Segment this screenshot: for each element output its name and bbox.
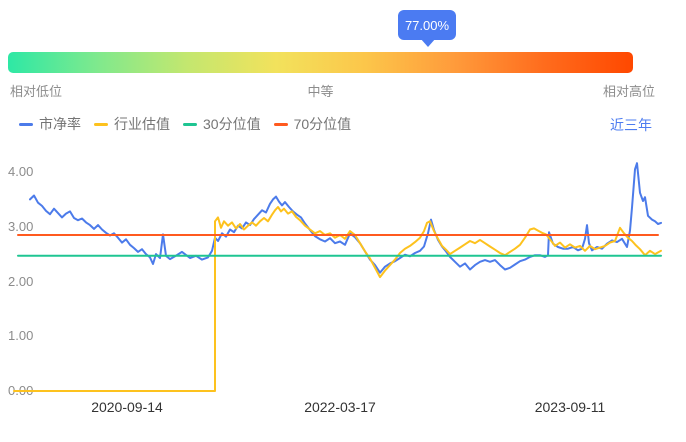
y-axis-tick: 1.00 <box>8 328 34 343</box>
legend-label: 30分位值 <box>203 116 261 132</box>
series-line-行业估值 <box>13 206 662 392</box>
chart-legend: 市净率 行业估值 30分位值 70分位值 <box>19 114 351 134</box>
gauge-label-low: 相对低位 <box>10 84 63 99</box>
legend-item-pb-ratio[interactable]: 市净率 <box>19 114 81 134</box>
legend-item-industry-valuation[interactable]: 行业估值 <box>94 114 170 134</box>
pb-ratio-dash-icon <box>19 122 33 126</box>
gauge-label-high: 相对高位 <box>602 84 655 99</box>
x-axis-tick: 2022-03-17 <box>304 399 376 415</box>
percentile-tooltip: 77.00% <box>398 10 456 40</box>
percentile-value: 77.00% <box>404 17 450 33</box>
y-axis-tick: 3.00 <box>8 219 34 234</box>
y-axis-tick: 4.00 <box>8 164 34 179</box>
legend-label: 行业估值 <box>114 116 170 132</box>
industry-valuation-dash-icon <box>94 122 108 126</box>
legend-label: 市净率 <box>39 116 81 132</box>
percentile-70-dash-icon <box>273 122 288 126</box>
valuation-gauge-bar <box>8 52 633 73</box>
tooltip-arrow-icon <box>420 38 436 47</box>
percentile-30-dash-icon <box>183 122 197 126</box>
legend-item-30th-percentile[interactable]: 30分位值 <box>183 114 261 134</box>
legend-label: 70分位值 <box>293 116 352 132</box>
x-axis-tick: 2020-09-14 <box>91 399 163 415</box>
time-range-link[interactable]: 近三年 <box>610 117 652 133</box>
gauge-label-mid: 中等 <box>307 84 334 99</box>
y-axis-tick: 2.00 <box>8 274 34 289</box>
x-axis-tick: 2023-09-11 <box>534 399 606 415</box>
legend-item-70th-percentile[interactable]: 70分位值 <box>273 114 352 134</box>
